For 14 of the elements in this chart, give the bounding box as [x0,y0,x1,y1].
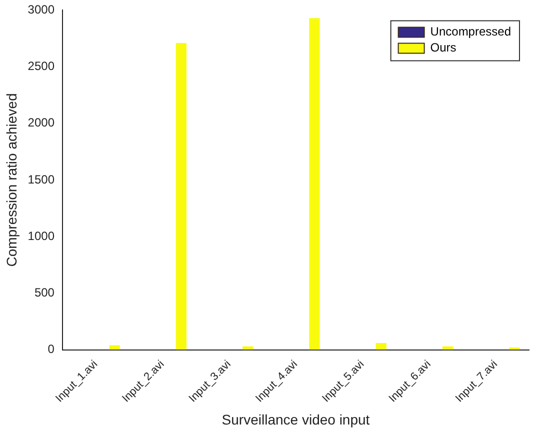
y-tick-label: 2000 [28,116,55,130]
x-axis-title: Surveillance video input [222,411,370,428]
y-tick-label: 500 [34,286,55,300]
y-tick-label: 3000 [28,2,55,17]
y-axis-title: Compression ratio achieved [3,93,20,267]
bar [376,343,386,350]
y-tick-label: 1000 [28,228,55,243]
legend-label: Uncompressed [430,24,511,39]
bar [309,18,320,350]
y-tick-label: 1500 [28,172,55,186]
y-tick-label: 2500 [28,59,55,74]
bar [176,43,187,350]
y-tick-label: 0 [48,342,55,356]
legend-label: Ours [430,40,456,55]
